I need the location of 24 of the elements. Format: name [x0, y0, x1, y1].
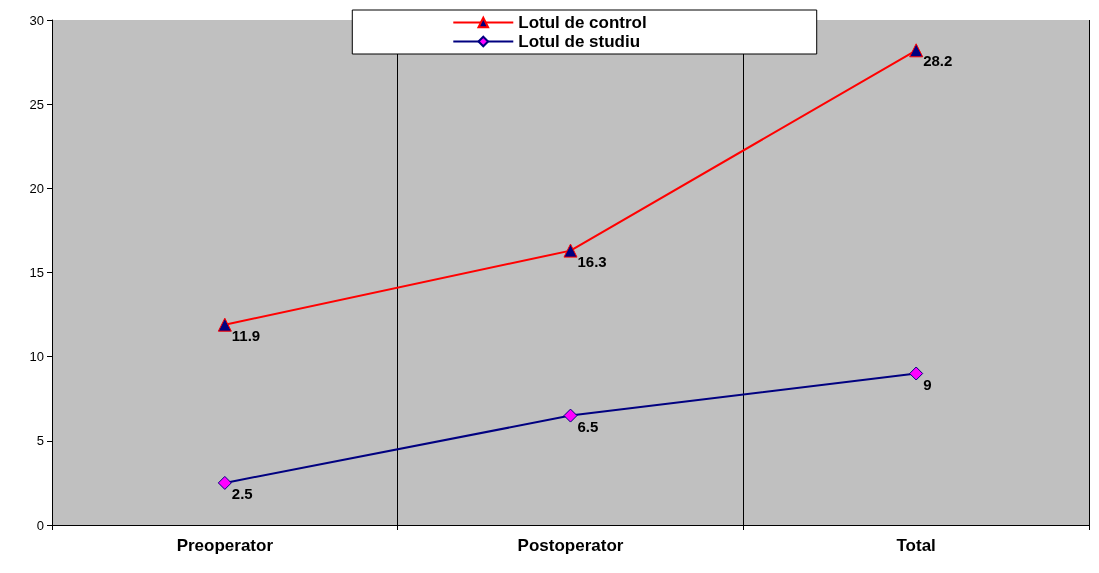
point [563, 243, 578, 258]
data-label: 11.9 [231, 326, 261, 344]
y-tick-label: 5 [36, 433, 44, 449]
data-label: 16.3 [577, 252, 607, 270]
y-tick-label: 15 [29, 265, 44, 280]
point [563, 408, 578, 423]
y-tick-label: 10 [29, 349, 44, 365]
point [217, 317, 232, 332]
y-tick-label: 20 [29, 180, 44, 196]
point [909, 366, 924, 381]
point [217, 475, 232, 490]
y-tick-label: 30 [29, 12, 44, 28]
legend-label: Lotul de studiu [518, 32, 641, 51]
legend-label: Lotul de control [518, 13, 647, 32]
data-label: 28.2 [923, 52, 953, 70]
x-tick-label: Preoperator [176, 536, 274, 555]
data-label: 2.5 [231, 484, 253, 502]
y-tick-label: 25 [29, 96, 44, 112]
y-tick-label: 0 [36, 517, 44, 533]
x-tick-label: Total [896, 536, 936, 555]
data-label: 6.5 [577, 417, 599, 435]
point [909, 43, 924, 58]
x-tick-label: Postoperator [517, 536, 624, 555]
data-label: 9 [923, 375, 932, 393]
